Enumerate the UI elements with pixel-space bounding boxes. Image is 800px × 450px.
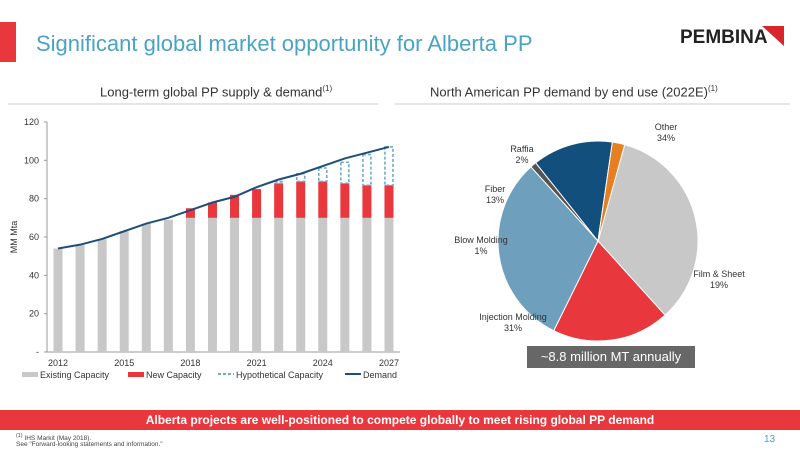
divider-right [395, 103, 790, 105]
y-tick-label: 120 [24, 117, 39, 127]
bar-hypothetical-capacity [362, 153, 372, 187]
bar-existing-capacity [296, 217, 306, 352]
bar-existing-capacity [185, 217, 195, 352]
bar-existing-capacity [230, 217, 240, 352]
bar-existing-capacity [97, 238, 107, 352]
bar-new-capacity [296, 181, 306, 218]
pie-slice [535, 140, 613, 243]
bar-chart: - 20 40 60 80 100 120 MM Mta 2012 2015 2018 2021 202… [9, 117, 400, 380]
bar-existing-capacity [75, 244, 85, 352]
bar-new-capacity [274, 183, 284, 218]
bar-existing-capacity [53, 248, 63, 352]
pie-slice [597, 144, 699, 316]
bar-existing-capacity [340, 217, 350, 352]
x-tick-label: 2012 [48, 358, 68, 368]
pembina-logo: PEMBINA [678, 22, 786, 50]
bar-existing-capacity [384, 217, 394, 352]
bar-existing-capacity [274, 217, 284, 352]
pie-slice [553, 240, 666, 342]
y-tick-label: 40 [29, 270, 39, 280]
legend-label: New Capacity [146, 370, 202, 380]
pie-value-label: 31% [504, 323, 522, 333]
logo-text: PEMBINA [680, 27, 768, 48]
bar-hypothetical-capacity [384, 146, 394, 187]
demand-line [57, 145, 390, 250]
bar-new-capacity [207, 202, 217, 218]
y-tick-label: 80 [29, 194, 39, 204]
y-tick-label: - [36, 347, 39, 357]
x-tick-label: 2027 [379, 358, 399, 368]
page-number: 13 [764, 434, 776, 445]
pie-chart-title: North American PP demand by end use (202… [430, 84, 718, 100]
pie-label: Injection Molding [479, 312, 547, 322]
pie-label: Blow Molding [454, 235, 508, 245]
charts-canvas: - 20 40 60 80 100 120 MM Mta 2012 2015 2018 2021 202… [9, 117, 745, 380]
bar-existing-capacity [207, 217, 217, 352]
conclusion-banner: Alberta projects are well-positioned to … [0, 410, 800, 430]
bar-hypothetical-capacity [273, 180, 284, 185]
pie-slice [597, 141, 626, 242]
bar-chart-title: Long-term global PP supply & demand(1) [100, 84, 333, 100]
legend-label: Existing Capacity [40, 370, 110, 380]
pie-label: Film & Sheet [693, 269, 745, 279]
slide-title: Significant global market opportunity fo… [36, 31, 533, 56]
x-tick-label: 2015 [114, 358, 134, 368]
bar-hypothetical-capacity [317, 167, 328, 183]
pie-label: Fiber [485, 184, 506, 194]
bar-new-capacity [340, 183, 350, 218]
footnote-source: (1) IHS Markit (May 2018). [16, 433, 92, 443]
bar-new-capacity [384, 185, 394, 218]
pie-value-label: 2% [515, 155, 528, 165]
x-tick-label: 2018 [180, 358, 200, 368]
x-tick-label: 2024 [313, 358, 333, 368]
volume-callout: ~8.8 million MT annually [527, 346, 695, 368]
legend-label: Hypothetical Capacity [236, 370, 324, 380]
pie-value-label: 1% [474, 246, 487, 256]
bar-new-capacity [362, 185, 372, 218]
bar-new-capacity [318, 181, 328, 218]
x-tick-label: 2021 [247, 358, 267, 368]
bar-new-capacity [230, 194, 240, 218]
bar-new-capacity [252, 189, 262, 218]
pie-slice [497, 166, 599, 332]
pie-value-label: 13% [486, 195, 504, 205]
bar-new-capacity [185, 208, 195, 218]
pie-label: Other [655, 122, 678, 132]
pie-label: Raffia [510, 144, 533, 154]
legend-swatch [128, 372, 144, 377]
bar-existing-capacity [362, 217, 372, 352]
legend-swatch [22, 372, 38, 377]
bar-existing-capacity [119, 231, 129, 352]
bar-existing-capacity [141, 223, 151, 352]
bar-hypothetical-capacity [340, 161, 350, 185]
pie-value-label: 34% [657, 133, 675, 143]
footnote-forward-looking: See "Forward-looking statements and info… [16, 441, 163, 448]
y-tick-label: 60 [29, 232, 39, 242]
bar-existing-capacity [318, 217, 328, 352]
divider-left [8, 103, 378, 105]
bar-existing-capacity [163, 219, 173, 352]
bar-hypothetical-capacity [295, 172, 306, 183]
accent-bar [0, 22, 16, 62]
bar-existing-capacity [252, 217, 262, 352]
legend-label: Demand [363, 370, 397, 380]
y-tick-label: 20 [29, 309, 39, 319]
pie-value-label: 19% [710, 280, 728, 290]
y-tick-label: 100 [24, 155, 39, 165]
y-axis-label: MM Mta [9, 221, 19, 254]
